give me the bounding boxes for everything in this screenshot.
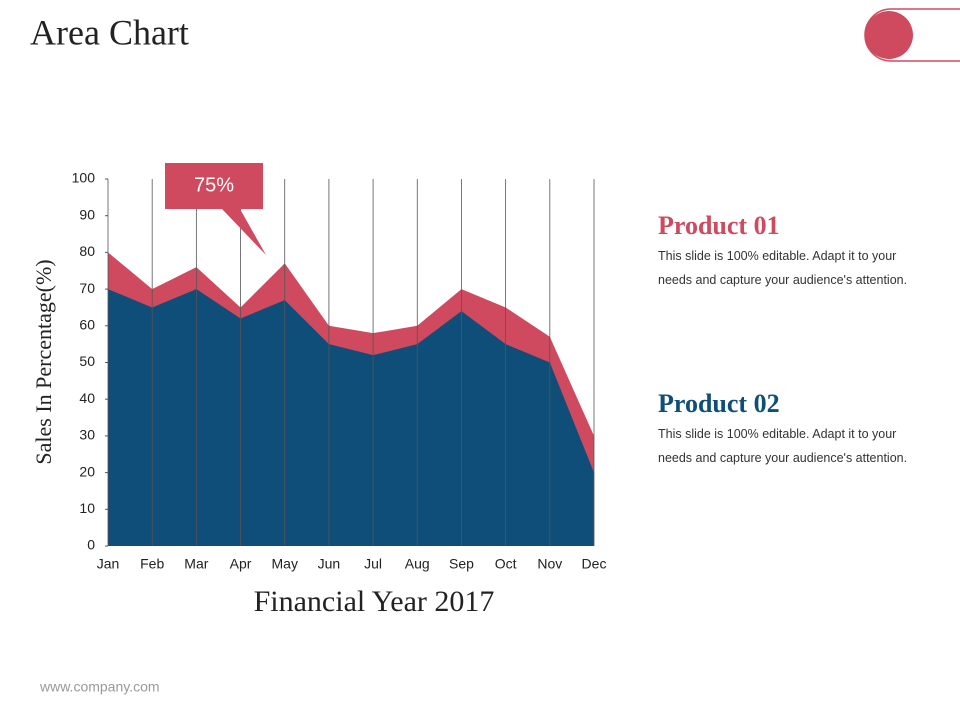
area xyxy=(108,289,594,546)
y-tick-label: 50 xyxy=(79,353,95,369)
legend-title: Product 01 xyxy=(658,211,780,240)
y-tick-label: 30 xyxy=(79,427,95,443)
x-tick-label: Jul xyxy=(364,556,382,572)
x-tick-label: Mar xyxy=(184,556,208,572)
y-tick-label: 20 xyxy=(79,463,95,479)
y-tick-label: 80 xyxy=(79,243,95,259)
slide-title: Area Chart xyxy=(30,12,189,52)
legend-title: Product 02 xyxy=(658,389,780,418)
x-tick-label: Jan xyxy=(97,556,120,572)
annotation: 75% xyxy=(194,174,234,196)
y-tick-label: 0 xyxy=(87,537,95,553)
y-tick-label: 10 xyxy=(79,500,95,516)
x-axis-label: Financial Year 2017 xyxy=(254,585,495,618)
legend-description: This slide is 100% editable. Adapt it to… xyxy=(658,427,908,465)
y-tick-label: 70 xyxy=(79,280,95,296)
x-tick-label: Feb xyxy=(140,556,164,572)
x-tick-label: Nov xyxy=(537,556,562,572)
legend-description: This slide is 100% editable. Adapt it to… xyxy=(658,249,908,287)
y-tick-label: 40 xyxy=(79,390,95,406)
x-tick-label: Jun xyxy=(318,556,341,572)
x-tick-label: Dec xyxy=(582,556,607,572)
y-axis-label: Sales In Percentage(%) xyxy=(31,259,56,464)
callout xyxy=(165,163,266,255)
toggle-knob xyxy=(865,11,913,59)
x-tick-label: Aug xyxy=(405,556,430,572)
y-tick-label: 60 xyxy=(79,317,95,333)
y-tick-label: 90 xyxy=(79,206,95,222)
y-tick-label: 100 xyxy=(72,170,96,186)
x-tick-label: May xyxy=(272,556,298,572)
footer: www.company.com xyxy=(39,679,160,695)
x-tick-label: Oct xyxy=(495,556,517,572)
x-tick-label: Apr xyxy=(230,556,252,572)
x-tick-label: Sep xyxy=(449,556,474,572)
